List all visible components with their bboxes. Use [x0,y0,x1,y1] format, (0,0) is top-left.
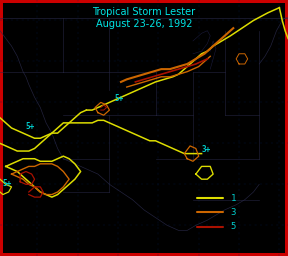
Text: 5+: 5+ [115,94,124,103]
Text: 1: 1 [230,194,236,203]
Text: 5+: 5+ [26,122,35,131]
Text: 3: 3 [230,208,236,217]
Text: 3+: 3+ [201,145,211,154]
Text: 5+: 5+ [3,178,12,188]
Text: August 23-26, 1992: August 23-26, 1992 [96,19,192,29]
Text: 5: 5 [230,222,236,231]
Text: Tropical Storm Lester: Tropical Storm Lester [92,6,196,17]
